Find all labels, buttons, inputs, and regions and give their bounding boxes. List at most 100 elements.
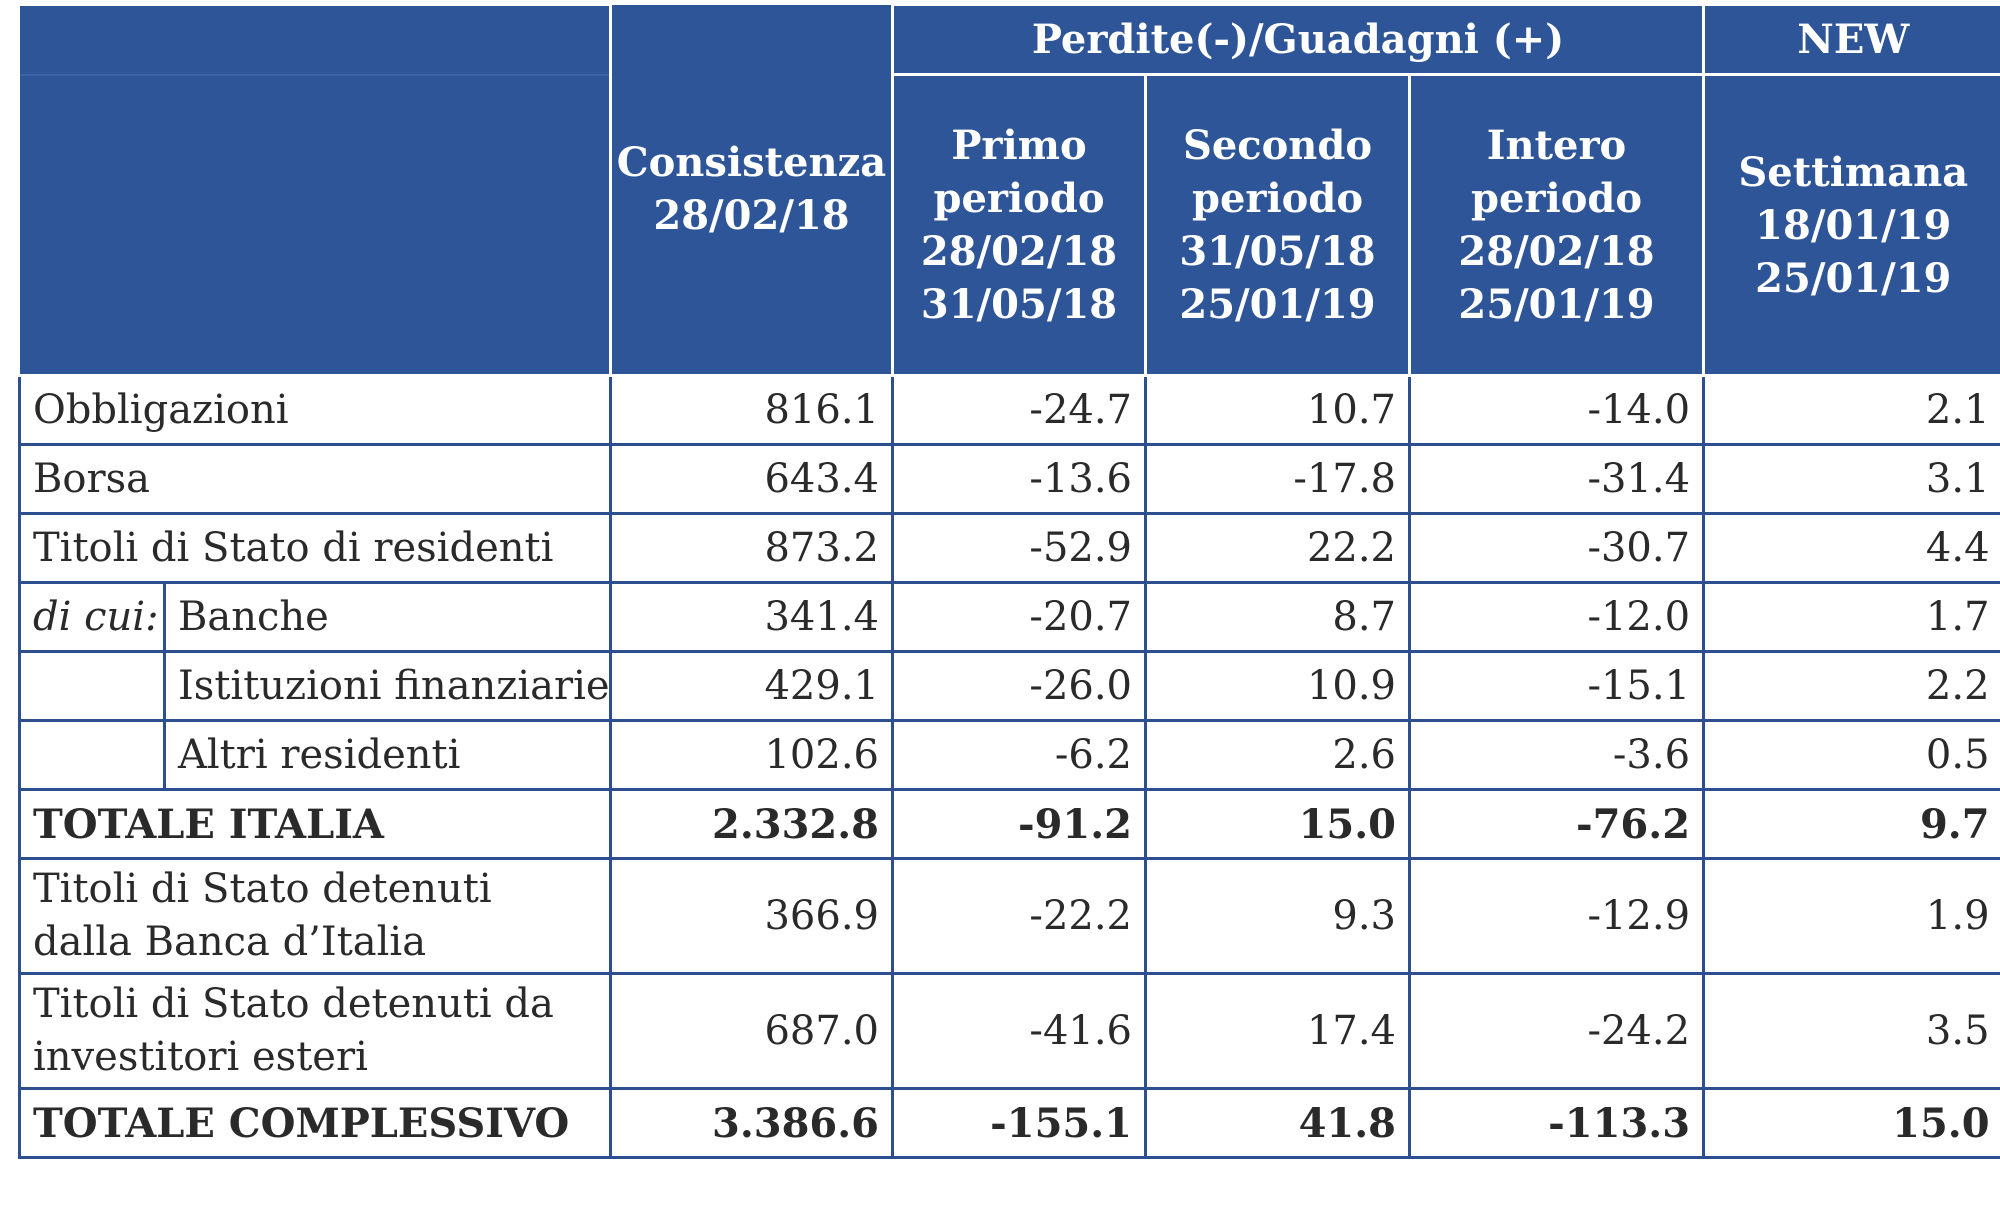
- cell-consistenza: 341.4: [609, 581, 894, 653]
- header-blank-cell: [164, 74, 612, 377]
- table-row-titoli-residenti: Titoli di Stato di residenti 873.2 -52.9…: [18, 512, 2000, 584]
- cell-settimana: 0.5: [1702, 719, 2000, 791]
- row-label: Titoli di Stato di residenti: [18, 512, 612, 584]
- header-consistenza: Consistenza 28/02/18: [609, 4, 894, 377]
- cell-primo: -13.6: [891, 443, 1147, 515]
- table-row-banche: di cui: Banche 341.4 -20.7 8.7 -12.0 1.7: [18, 581, 2000, 653]
- table-row-banca-italia: Titoli di Stato detenuti dalla Banca d’I…: [18, 857, 2000, 975]
- row-label: Obbligazioni: [18, 374, 612, 446]
- header-row-top: Consistenza 28/02/18 Perdite(-)/Guadagni…: [19, 3, 2000, 377]
- cell-settimana: 4.4: [1702, 512, 2000, 584]
- cell-settimana: 9.7: [1702, 788, 2000, 860]
- cell-primo: -91.2: [891, 788, 1147, 860]
- cell-secondo: 41.8: [1144, 1087, 1411, 1159]
- cell-primo: -6.2: [891, 719, 1147, 791]
- cell-intero: -30.7: [1407, 512, 1706, 584]
- cell-consistenza: 687.0: [609, 972, 894, 1090]
- table-row-totale-italia: TOTALE ITALIA 2.332.8 -91.2 15.0 -76.2 9…: [18, 788, 2000, 860]
- row-label: TOTALE COMPLESSIVO: [18, 1087, 612, 1159]
- cell-consistenza: 2.332.8: [609, 788, 894, 860]
- cell-consistenza: 102.6: [609, 719, 894, 791]
- cell-secondo: 10.9: [1144, 650, 1411, 722]
- header-line: periodo: [933, 175, 1105, 222]
- header-line: 31/05/18: [1179, 228, 1376, 275]
- table-row-obbligazioni: Obbligazioni 816.1 -24.7 10.7 -14.0 2.1: [18, 374, 2000, 446]
- cell-settimana: 1.9: [1702, 857, 2000, 975]
- cell-intero: -12.9: [1407, 857, 1706, 975]
- cell-secondo: 8.7: [1144, 581, 1411, 653]
- cell-settimana: 15.0: [1702, 1087, 2000, 1159]
- cell-secondo: -17.8: [1144, 443, 1411, 515]
- header-line: Settimana: [1738, 148, 1969, 196]
- data-table-container: Consistenza 28/02/18 Perdite(-)/Guadagni…: [18, 3, 2000, 1159]
- row-label: Altri residenti: [163, 719, 612, 791]
- header-row-bottom: Primo periodo 28/02/18 31/05/18 Secondo …: [19, 73, 2000, 377]
- cell-secondo: 15.0: [1144, 788, 1411, 860]
- cell-consistenza: 366.9: [609, 857, 894, 975]
- row-label: Banche: [163, 581, 612, 653]
- table-row-investitori-esteri: Titoli di Stato detenuti da investitori …: [18, 972, 2000, 1090]
- cell-primo: -24.7: [891, 374, 1147, 446]
- cell-intero: -14.0: [1407, 374, 1706, 446]
- header-settimana: Settimana 18/01/19 25/01/19: [1702, 73, 2000, 377]
- table-row-borsa: Borsa 643.4 -13.6 -17.8 -31.4 3.1: [18, 443, 2000, 515]
- table-row-altri-residenti: Altri residenti 102.6 -6.2 2.6 -3.6 0.5: [18, 719, 2000, 791]
- header-blank-cell: [164, 3, 612, 76]
- header-line: periodo: [1471, 175, 1643, 222]
- row-label: Titoli di Stato detenuti dalla Banca d’I…: [18, 857, 612, 975]
- cell-intero: -12.0: [1407, 581, 1706, 653]
- table-row-totale-complessivo: TOTALE COMPLESSIVO 3.386.6 -155.1 41.8 -…: [18, 1087, 2000, 1159]
- header-line: 25/01/19: [1179, 281, 1376, 328]
- header-line: 31/05/18: [920, 281, 1118, 328]
- header-blank-cell: [19, 74, 165, 377]
- header-line: Intero: [1486, 122, 1627, 169]
- header-line: 25/01/19: [1755, 254, 1952, 302]
- cell-secondo: 2.6: [1144, 719, 1411, 791]
- row-prefix-empty: [18, 719, 166, 791]
- row-label: TOTALE ITALIA: [18, 788, 612, 860]
- cell-settimana: 2.2: [1702, 650, 2000, 722]
- row-label: Istituzioni finanziarie: [163, 650, 612, 722]
- header-line: 28/02/18: [920, 228, 1118, 275]
- header-new: NEW: [1702, 3, 2000, 76]
- header-group-perdite-guadagni: Perdite(-)/Guadagni (+): [890, 3, 1706, 76]
- cell-intero: -76.2: [1407, 788, 1706, 860]
- cell-consistenza: 873.2: [609, 512, 894, 584]
- cell-primo: -20.7: [891, 581, 1147, 653]
- header-line: Consistenza: [616, 139, 887, 187]
- header-line: 25/01/19: [1458, 281, 1655, 328]
- header-line: Secondo: [1182, 122, 1373, 169]
- cell-consistenza: 429.1: [609, 650, 894, 722]
- header-line: 18/01/19: [1755, 201, 1952, 249]
- cell-settimana: 1.7: [1702, 581, 2000, 653]
- header-line: 28/02/18: [653, 192, 850, 240]
- cell-consistenza: 816.1: [609, 374, 894, 446]
- cell-primo: -22.2: [891, 857, 1147, 975]
- header-intero-periodo: Intero periodo 28/02/18 25/01/19: [1407, 73, 1706, 377]
- row-label: Borsa: [18, 443, 612, 515]
- header-secondo-periodo: Secondo periodo 31/05/18 25/01/19: [1144, 73, 1411, 377]
- cell-intero: -24.2: [1407, 972, 1706, 1090]
- header-blank-cell: [19, 3, 165, 76]
- cell-consistenza: 643.4: [609, 443, 894, 515]
- cell-primo: -26.0: [891, 650, 1147, 722]
- cell-intero: -3.6: [1407, 719, 1706, 791]
- header-line: periodo: [1191, 175, 1363, 222]
- header-line: 28/02/18: [1458, 228, 1655, 275]
- row-label: Titoli di Stato detenuti da investitori …: [18, 972, 612, 1090]
- table-row-istituzioni-finanziarie: Istituzioni finanziarie 429.1 -26.0 10.9…: [18, 650, 2000, 722]
- cell-primo: -155.1: [891, 1087, 1147, 1159]
- cell-consistenza: 3.386.6: [609, 1087, 894, 1159]
- cell-settimana: 3.1: [1702, 443, 2000, 515]
- cell-intero: -15.1: [1407, 650, 1706, 722]
- losses-gains-table: Consistenza 28/02/18 Perdite(-)/Guadagni…: [18, 3, 2000, 1159]
- cell-intero: -31.4: [1407, 443, 1706, 515]
- row-prefix-di-cui: di cui:: [18, 581, 166, 653]
- row-prefix-empty: [18, 650, 166, 722]
- cell-primo: -41.6: [891, 972, 1147, 1090]
- cell-intero: -113.3: [1407, 1087, 1706, 1159]
- cell-settimana: 2.1: [1702, 374, 2000, 446]
- cell-secondo: 10.7: [1144, 374, 1411, 446]
- header-primo-periodo: Primo periodo 28/02/18 31/05/18: [891, 73, 1147, 377]
- cell-secondo: 17.4: [1144, 972, 1411, 1090]
